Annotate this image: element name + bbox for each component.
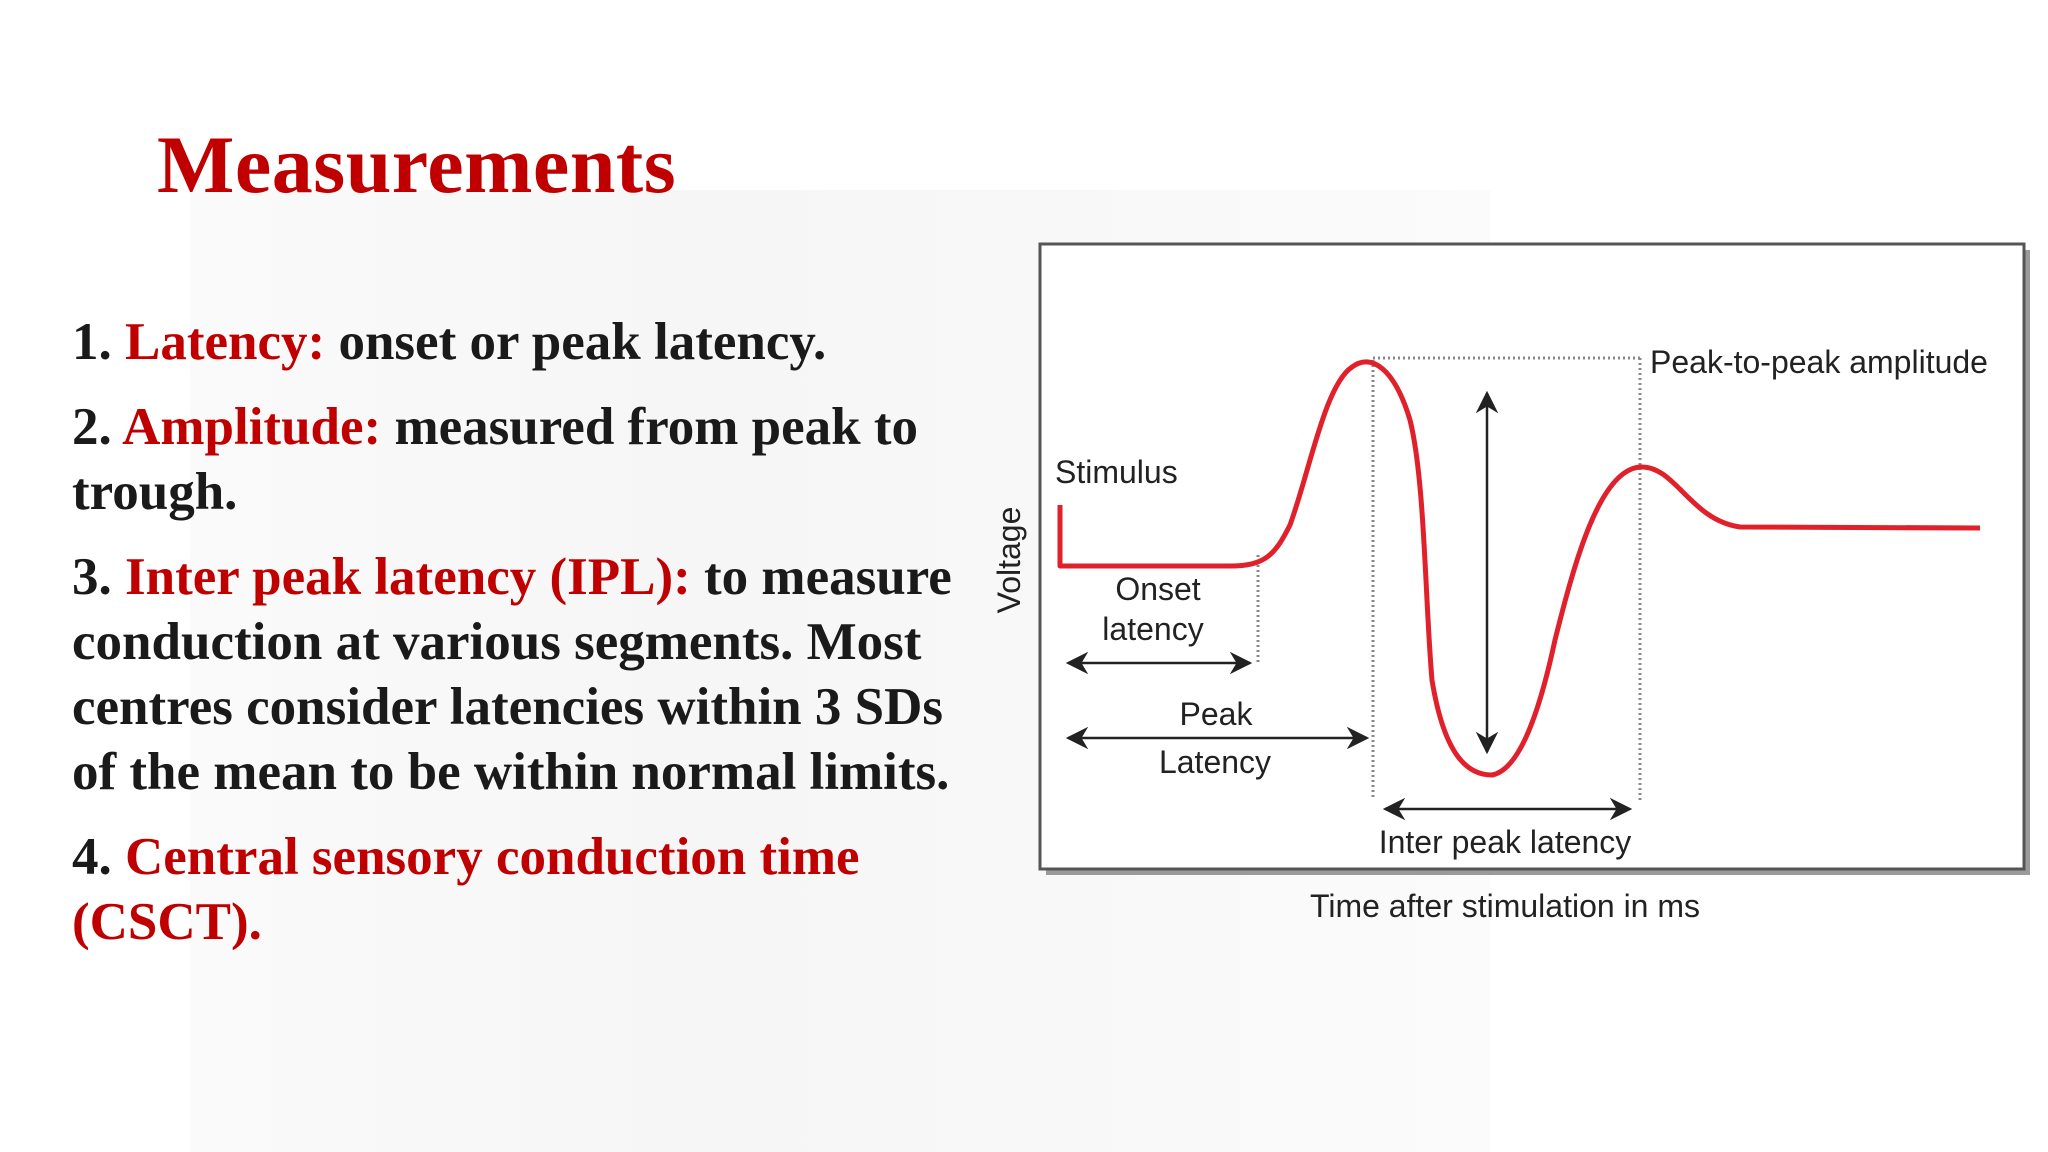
item-text: to measure conduction at various segment… [72, 548, 952, 801]
item-term: Latency: [125, 313, 326, 371]
peak-latency-label-line1: Peak [1180, 696, 1254, 732]
plot-frame [1038, 242, 2026, 871]
list-item: 1. Latency: onset or peak latency. [72, 310, 962, 375]
onset-latency-label-line2: latency [1102, 611, 1203, 647]
slide-title: Measurements [157, 119, 677, 210]
stimulus-label: Stimulus [1055, 454, 1178, 490]
y-axis-label: Voltage [991, 507, 1027, 614]
item-term: Inter peak latency (IPL): [125, 548, 691, 606]
item-number: 4. [72, 828, 112, 886]
measurement-list: 1. Latency: onset or peak latency. 2. Am… [72, 310, 962, 975]
item-term: Amplitude: [122, 398, 382, 456]
item-number: 3. [72, 548, 112, 606]
item-number: 1. [72, 313, 112, 371]
waveform-line [1057, 359, 1981, 778]
peak-latency-label-line2: Latency [1159, 744, 1271, 780]
list-item: 4. Central sensory conduction time (CSCT… [72, 825, 962, 955]
item-text: onset or peak latency. [338, 313, 827, 371]
list-item: 3. Inter peak latency (IPL): to measure … [72, 545, 962, 805]
peak-to-peak-label: Peak-to-peak amplitude [1650, 344, 1988, 380]
x-axis-label: Time after stimulation in ms [1310, 888, 1700, 924]
list-item: 2. Amplitude: measured from peak to trou… [72, 395, 962, 525]
item-number: 2. [72, 398, 112, 456]
onset-latency-label-line1: Onset [1115, 571, 1200, 607]
inter-peak-latency-label: Inter peak latency [1379, 824, 1632, 860]
item-text: measured from peak to trough. [72, 398, 919, 521]
item-term: Central sensory conduction time (CSCT). [72, 828, 860, 951]
